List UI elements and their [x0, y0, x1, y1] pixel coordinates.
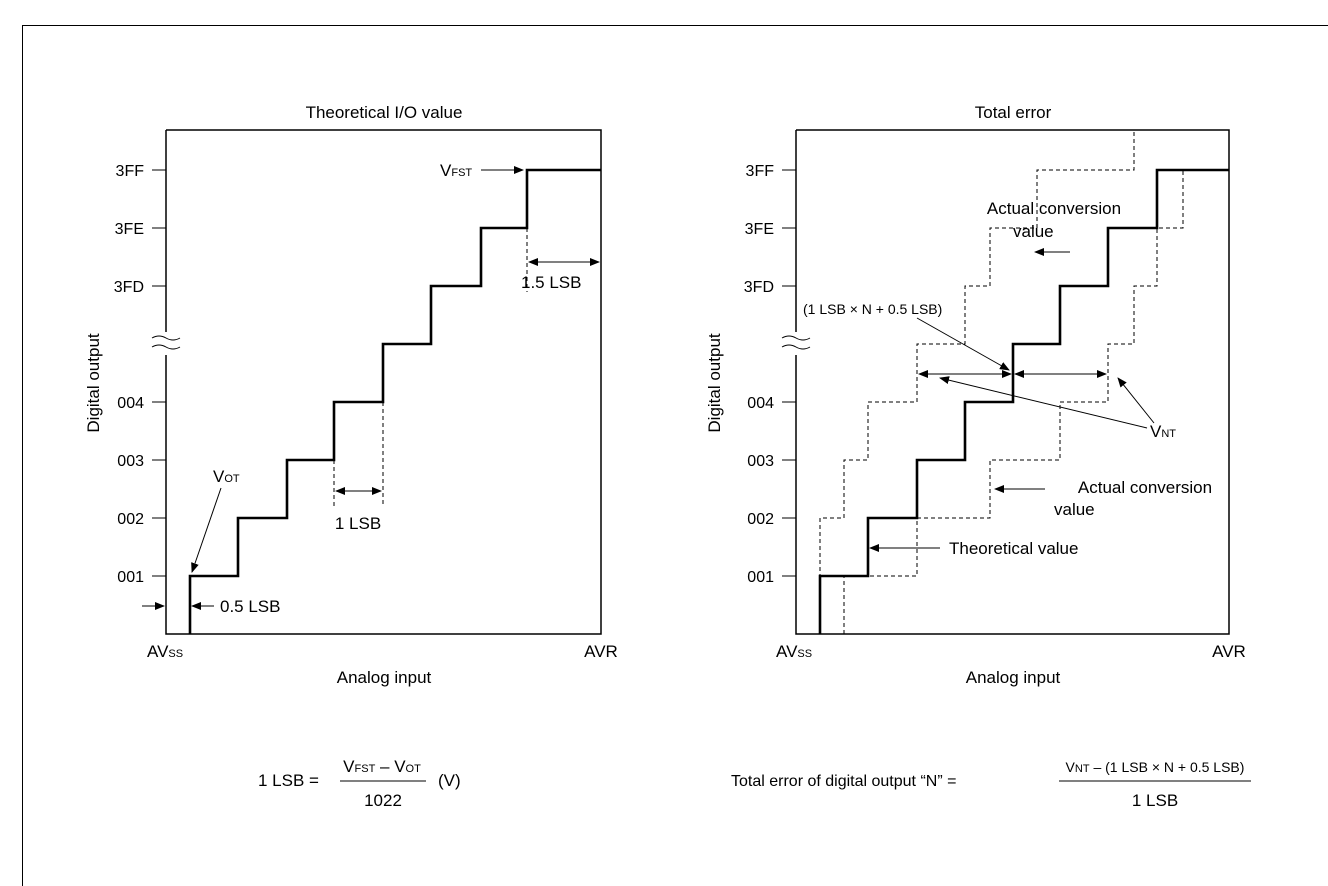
right-y-tick-label: 3FF	[746, 163, 775, 180]
right-actual-top-label-1: Actual conversion	[987, 199, 1121, 218]
left-formula-numerator: VFST – VOT	[343, 757, 421, 776]
right-actual-staircase-lower	[843, 170, 1184, 634]
left-lsb-05-label: 0.5 LSB	[220, 597, 281, 616]
left-y-ticks: 3FF 3FE 3FD 004 003 002 001	[114, 163, 166, 586]
right-y-axis-label: Digital output	[705, 333, 724, 433]
left-x-axis-label: Analog input	[337, 668, 432, 687]
right-y-tick-label: 004	[747, 395, 774, 412]
left-y-tick-label: 004	[117, 395, 144, 412]
left-y-tick-label: 002	[117, 511, 144, 528]
right-chart-title: Total error	[975, 103, 1052, 122]
right-y-tick-label: 003	[747, 453, 774, 470]
left-lsb-15-label: 1.5 LSB	[521, 273, 582, 292]
left-theoretical-staircase	[188, 168, 601, 634]
left-chart-frame	[151, 129, 602, 635]
right-chart: Total error 3FF 3FE 3FD 004 003 002	[705, 103, 1246, 687]
right-vnt-label: VNT	[1150, 422, 1176, 441]
left-formula-lhs: 1 LSB =	[258, 771, 319, 790]
right-actual-staircase-upper	[819, 131, 1135, 634]
left-x-end-label: AVR	[584, 642, 618, 661]
left-y-tick-label: 3FF	[116, 163, 145, 180]
left-chart-title: Theoretical I/O value	[306, 103, 463, 122]
page-frame	[22, 25, 1328, 886]
left-y-axis-label: Digital output	[84, 333, 103, 433]
right-chart-frame	[781, 129, 1230, 635]
right-actual-top-label-2: value	[1013, 222, 1054, 241]
right-formula-lhs: Total error of digital output “N” =	[731, 773, 956, 790]
right-y-tick-label: 3FE	[745, 221, 774, 238]
left-chart: Theoretical I/O value 3FF 3FE 3FD 004	[84, 103, 618, 687]
right-x-end-label: AVR	[1212, 642, 1246, 661]
left-y-tick-label: 001	[117, 569, 144, 586]
left-x-start-label: AVSS	[147, 642, 183, 661]
left-lsb-1-label: 1 LSB	[335, 514, 381, 533]
right-formula-numerator: VNT – (1 LSB × N + 0.5 LSB)	[1066, 759, 1245, 775]
left-formula: 1 LSB = VFST – VOT 1022 (V)	[258, 757, 461, 810]
right-y-tick-label: 002	[747, 511, 774, 528]
left-formula-unit: (V)	[438, 771, 461, 790]
right-y-ticks: 3FF 3FE 3FD 004 003 002 001	[744, 163, 796, 586]
right-y-tick-label: 001	[747, 569, 774, 586]
right-y-tick-label: 3FD	[744, 279, 774, 296]
left-vfst-label: VFST	[440, 161, 472, 180]
right-bracket-label: (1 LSB × N + 0.5 LSB)	[803, 301, 942, 317]
right-actual-bottom-label-2: value	[1054, 500, 1095, 519]
left-axis-break-icon	[151, 335, 181, 350]
right-formula: Total error of digital output “N” = VNT …	[731, 759, 1251, 810]
right-theoretical-label: Theoretical value	[949, 539, 1078, 558]
right-x-start-label: AVSS	[776, 642, 812, 661]
left-vot-label: VOT	[213, 467, 240, 486]
right-formula-denominator: 1 LSB	[1132, 791, 1178, 810]
left-y-tick-label: 3FE	[115, 221, 144, 238]
left-formula-denominator: 1022	[364, 791, 402, 810]
left-y-tick-label: 3FD	[114, 279, 144, 296]
right-actual-bottom-label-1: Actual conversion	[1078, 478, 1212, 497]
right-axis-break-icon	[781, 335, 811, 350]
right-x-axis-label: Analog input	[966, 668, 1061, 687]
left-y-tick-label: 003	[117, 453, 144, 470]
right-theoretical-staircase	[818, 168, 1229, 634]
